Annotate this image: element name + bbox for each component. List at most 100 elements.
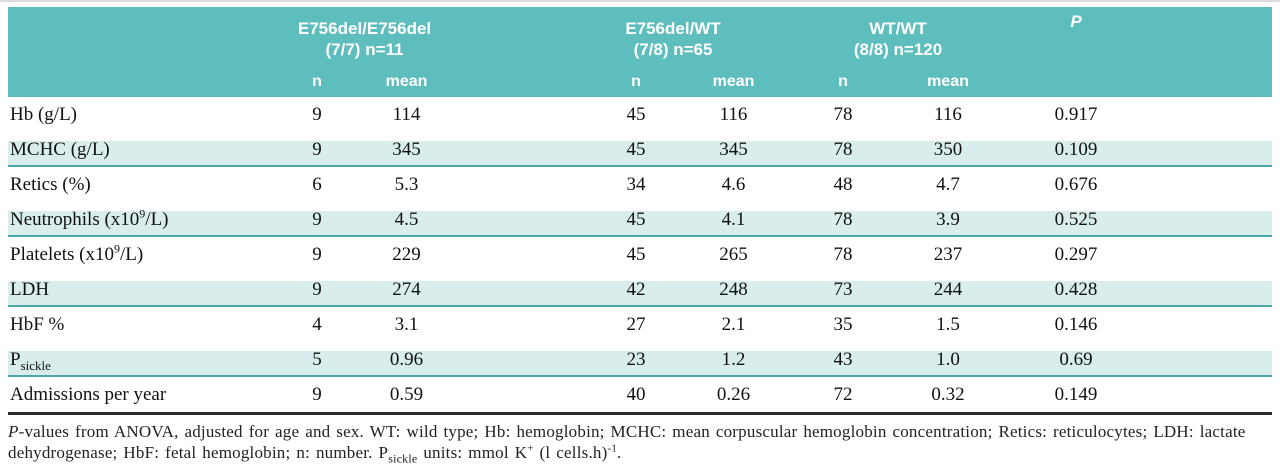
cell-mean-group2: 2.1 (708, 307, 815, 342)
footnote-line2-mid2: (l cells.h) (533, 443, 608, 462)
cell-mean-group2: 345 (708, 132, 815, 167)
table-row: Platelets (x109/L) 9 229 45 265 78 237 0… (8, 237, 1273, 272)
cell-p-value: 0.146 (1008, 307, 1273, 342)
cell-mean-group3: 244 (888, 272, 1009, 307)
cell-p-value: 0.428 (1008, 272, 1273, 307)
cell-n-group2: 34 (454, 167, 709, 202)
cell-mean-group1: 0.59 (359, 377, 455, 412)
cell-mean-group2: 265 (708, 237, 815, 272)
footnote-divider (8, 412, 1272, 415)
row-label-cell: LDH (8, 272, 275, 307)
table-body: Hb (g/L) 9 114 45 116 78 116 0.917 MCHC … (8, 97, 1273, 412)
row-label-superscript: 9 (113, 241, 120, 256)
cell-n-group3: 78 (814, 237, 889, 272)
group2-line2: (7/8) n=65 (633, 40, 713, 59)
table-header: E756del/E756del (7/7) n=11 E756del/WT (7… (8, 7, 1273, 97)
cell-n-group3: 78 (814, 202, 889, 237)
row-label: HbF % (10, 313, 65, 335)
cell-n-group1: 9 (275, 202, 359, 237)
footnote-line-1: P-values from ANOVA, adjusted for age an… (8, 421, 1272, 442)
row-label-superscript: 9 (139, 206, 146, 221)
cell-mean-group2: 116 (708, 97, 815, 132)
cell-mean-group2: 4.6 (708, 167, 815, 202)
cell-p-value: 0.525 (1008, 202, 1273, 237)
subheader-mean-group2: mean (708, 67, 815, 97)
empty-header-cell (8, 7, 275, 97)
footnote-minus1-superscript: -1 (607, 442, 618, 455)
cell-p-value: 0.149 (1008, 377, 1273, 412)
row-label: MCHC (g/L) (10, 138, 110, 160)
table-row: Hb (g/L) 9 114 45 116 78 116 0.917 (8, 97, 1273, 132)
row-label: Retics (%) (10, 173, 91, 195)
cell-n-group2: 40 (454, 377, 709, 412)
footnote-p-italic: P (8, 422, 19, 441)
row-label-cell: Hb (g/L) (8, 97, 275, 132)
cell-n-group1: 9 (275, 377, 359, 412)
row-label-cell: Platelets (x109/L) (8, 237, 275, 272)
group3-line2: (8/8) n=120 (853, 40, 943, 59)
table-row: HbF % 4 3.1 27 2.1 35 1.5 0.146 (8, 307, 1273, 342)
row-label: P (10, 348, 21, 370)
cell-n-group1: 4 (275, 307, 359, 342)
cell-p-value: 0.917 (1008, 97, 1273, 132)
group3-line1: WT/WT (869, 19, 927, 38)
row-label: Platelets (x10 (10, 243, 114, 265)
footnote-line2-pre: dehydrogenase; HbF: fetal hemoglobin; n:… (8, 443, 389, 462)
table-row: Retics (%) 6 5.3 34 4.6 48 4.7 0.676 (8, 167, 1273, 202)
table-row: Psickle 5 0.96 23 1.2 43 1.0 0.69 (8, 342, 1273, 377)
cell-mean-group3: 237 (888, 237, 1009, 272)
table-row: MCHC (g/L) 9 345 45 345 78 350 0.109 (8, 132, 1273, 167)
table-row: Neutrophils (x109/L) 9 4.5 45 4.1 78 3.9… (8, 202, 1273, 237)
footnote-sickle-subscript: sickle (388, 451, 418, 466)
results-table: E756del/E756del (7/7) n=11 E756del/WT (7… (8, 7, 1273, 412)
table-container: E756del/E756del (7/7) n=11 E756del/WT (7… (8, 7, 1273, 412)
cell-mean-group1: 114 (359, 97, 455, 132)
cell-mean-group1: 0.96 (359, 342, 455, 377)
cell-p-value: 0.297 (1008, 237, 1273, 272)
cell-n-group1: 6 (275, 167, 359, 202)
cell-n-group2: 45 (454, 132, 709, 167)
cell-n-group3: 78 (814, 132, 889, 167)
cell-mean-group1: 3.1 (359, 307, 455, 342)
cell-p-value: 0.109 (1008, 132, 1273, 167)
footnote-line-2: dehydrogenase; HbF: fetal hemoglobin; n:… (8, 442, 1272, 466)
row-label-cell: HbF % (8, 307, 275, 342)
cell-n-group2: 23 (454, 342, 709, 377)
row-label-cell: Admissions per year (8, 377, 275, 412)
table-row: Admissions per year 9 0.59 40 0.26 72 0.… (8, 377, 1273, 412)
subheader-mean-group1: mean (359, 67, 455, 97)
cell-mean-group3: 116 (888, 97, 1009, 132)
row-label: Neutrophils (x10 (10, 208, 140, 230)
cell-n-group1: 9 (275, 272, 359, 307)
subheader-mean-group3: mean (888, 67, 1009, 97)
footnote-line2-end: . (617, 443, 622, 462)
row-label: Admissions per year (10, 383, 167, 405)
cell-mean-group2: 4.1 (708, 202, 815, 237)
cell-n-group2: 42 (454, 272, 709, 307)
cell-n-group3: 73 (814, 272, 889, 307)
cell-mean-group2: 1.2 (708, 342, 815, 377)
row-label-cell: MCHC (g/L) (8, 132, 275, 167)
table-footnote: P-values from ANOVA, adjusted for age an… (8, 421, 1272, 466)
cell-n-group1: 5 (275, 342, 359, 377)
footnote-plus-superscript: + (527, 442, 534, 455)
group-header-e756del-e756del: E756del/E756del (7/7) n=11 (275, 7, 455, 67)
row-label-post: /L) (119, 243, 144, 265)
cell-n-group2: 45 (454, 202, 709, 237)
cell-n-group1: 9 (275, 237, 359, 272)
cell-p-value: 0.676 (1008, 167, 1273, 202)
footnote-line2-mid: units: mmol K (417, 443, 528, 462)
cell-mean-group2: 248 (708, 272, 815, 307)
row-label-cell: Neutrophils (x109/L) (8, 202, 275, 237)
cell-mean-group1: 5.3 (359, 167, 455, 202)
group2-line1: E756del/WT (625, 19, 721, 38)
cell-n-group3: 35 (814, 307, 889, 342)
footnote-line1-text: -values from ANOVA, adjusted for age and… (18, 422, 1246, 441)
cell-n-group1: 9 (275, 132, 359, 167)
cell-n-group2: 27 (454, 307, 709, 342)
row-label-subscript: sickle (20, 357, 51, 373)
row-label: Hb (g/L) (10, 103, 78, 125)
cell-mean-group1: 274 (359, 272, 455, 307)
subheader-n-group1: n (275, 67, 359, 97)
cell-mean-group3: 1.5 (888, 307, 1009, 342)
